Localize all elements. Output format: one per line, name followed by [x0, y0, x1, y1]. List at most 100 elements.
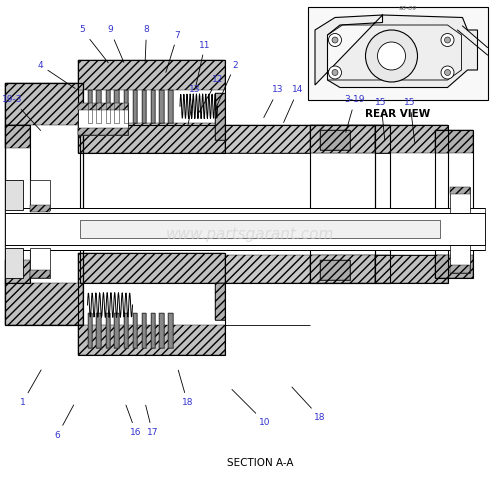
Bar [5, 208, 485, 250]
Text: www.partsgarant.com: www.partsgarant.com [166, 228, 334, 242]
Text: SECTION A-A: SECTION A-A [227, 458, 293, 468]
Bar [114, 90, 119, 122]
Text: 18: 18 [292, 387, 326, 422]
Bar [78, 122, 225, 152]
Circle shape [328, 34, 342, 46]
Text: 2: 2 [216, 60, 238, 108]
Text: 11: 11 [196, 40, 211, 88]
Bar [132, 312, 137, 348]
Text: 7: 7 [166, 30, 180, 72]
Text: 16: 16 [126, 405, 142, 437]
Bar [160, 90, 164, 122]
Bar [308, 8, 488, 100]
Text: 13: 13 [188, 86, 201, 125]
Text: 10: 10 [232, 390, 271, 427]
Bar [106, 312, 110, 348]
Bar [78, 252, 225, 355]
Bar [375, 125, 448, 282]
Bar [5, 282, 82, 325]
Bar [320, 260, 350, 280]
Text: 4: 4 [37, 60, 75, 88]
Text: 14: 14 [284, 86, 304, 122]
Bar [320, 130, 350, 150]
Bar [310, 125, 375, 152]
Circle shape [441, 66, 454, 79]
Bar [5, 248, 22, 278]
Bar [142, 90, 146, 122]
Bar [142, 312, 146, 348]
Bar [78, 60, 225, 90]
Circle shape [378, 42, 406, 70]
Bar [106, 312, 110, 348]
Bar [168, 312, 173, 348]
Polygon shape [315, 15, 478, 88]
Bar [78, 128, 128, 135]
Bar [80, 220, 440, 238]
Bar [450, 265, 470, 272]
Text: 3-19: 3-19 [345, 96, 365, 132]
Text: 13: 13 [264, 86, 284, 117]
Bar [88, 90, 92, 122]
Text: 19-3: 19-3 [2, 96, 40, 130]
Bar [78, 102, 128, 110]
Circle shape [366, 30, 418, 82]
Bar [142, 312, 146, 348]
Bar [168, 90, 173, 122]
Bar [150, 312, 155, 348]
Bar [450, 242, 470, 272]
Circle shape [332, 70, 338, 75]
Bar [5, 125, 30, 148]
Bar [168, 90, 173, 122]
Text: 15: 15 [375, 98, 387, 140]
Bar [106, 90, 110, 122]
Bar [160, 312, 164, 348]
Text: 17: 17 [146, 405, 158, 437]
Text: 15: 15 [404, 98, 416, 142]
Text: 1: 1 [20, 370, 41, 407]
Bar [215, 92, 225, 140]
Bar [435, 130, 472, 278]
Bar [310, 255, 375, 282]
Bar [78, 102, 128, 135]
Bar [30, 248, 50, 278]
Circle shape [441, 34, 454, 46]
Bar [5, 125, 30, 282]
Text: 8: 8 [144, 26, 150, 62]
Bar [5, 212, 485, 245]
Bar [114, 312, 119, 348]
Bar [80, 125, 390, 152]
Text: 12: 12 [199, 76, 223, 112]
Bar [88, 90, 92, 122]
Bar [5, 180, 22, 210]
Bar [30, 204, 50, 212]
Bar [78, 60, 225, 152]
Bar [124, 90, 128, 122]
Text: 90-09: 90-09 [398, 6, 416, 11]
Bar [30, 270, 50, 278]
Bar [96, 312, 101, 348]
Bar [150, 312, 155, 348]
Bar [215, 92, 225, 140]
Text: 9: 9 [107, 26, 124, 63]
Bar [124, 312, 128, 348]
Circle shape [444, 37, 450, 43]
Circle shape [444, 70, 450, 75]
Bar [435, 255, 472, 278]
Bar [160, 90, 164, 122]
Bar [132, 90, 137, 122]
Bar [78, 252, 225, 282]
Bar [106, 90, 110, 122]
Bar [80, 125, 390, 282]
Bar [375, 255, 448, 282]
Bar [5, 82, 82, 325]
Bar [114, 90, 119, 122]
Bar [375, 125, 448, 152]
Bar [96, 90, 101, 122]
Circle shape [328, 66, 342, 79]
Bar [88, 312, 92, 348]
Circle shape [332, 37, 338, 43]
Bar [450, 188, 470, 218]
Text: 18: 18 [178, 370, 193, 407]
Bar [124, 90, 128, 122]
Bar [215, 282, 225, 320]
